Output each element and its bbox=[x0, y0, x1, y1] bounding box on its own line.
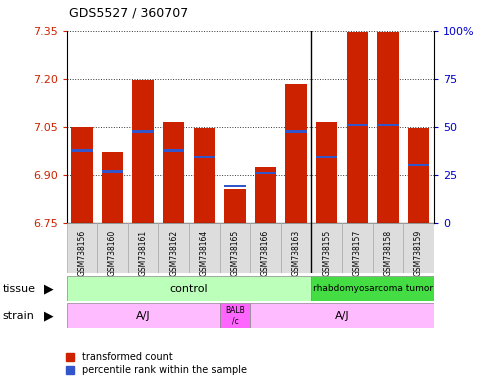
Text: A/J: A/J bbox=[136, 311, 150, 321]
Bar bbox=[347, 124, 368, 126]
Bar bbox=[408, 128, 429, 223]
Bar bbox=[316, 156, 337, 158]
Text: tissue: tissue bbox=[2, 284, 35, 294]
Text: GSM738156: GSM738156 bbox=[77, 230, 86, 276]
Legend: transformed count, percentile rank within the sample: transformed count, percentile rank withi… bbox=[67, 353, 247, 375]
Bar bbox=[377, 32, 399, 223]
FancyBboxPatch shape bbox=[281, 223, 312, 273]
Bar bbox=[377, 124, 399, 126]
FancyBboxPatch shape bbox=[158, 223, 189, 273]
Bar bbox=[255, 167, 276, 223]
FancyBboxPatch shape bbox=[128, 223, 158, 273]
Bar bbox=[71, 149, 93, 152]
FancyBboxPatch shape bbox=[67, 223, 97, 273]
Bar bbox=[408, 164, 429, 166]
FancyBboxPatch shape bbox=[219, 223, 250, 273]
Bar bbox=[316, 122, 337, 223]
Text: GSM738158: GSM738158 bbox=[384, 230, 392, 276]
Text: BALB
/c: BALB /c bbox=[225, 306, 245, 326]
FancyBboxPatch shape bbox=[312, 223, 342, 273]
Bar bbox=[285, 84, 307, 223]
Bar bbox=[132, 130, 154, 133]
Bar bbox=[224, 185, 246, 187]
Text: strain: strain bbox=[2, 311, 35, 321]
Bar bbox=[224, 189, 246, 223]
Text: ▶: ▶ bbox=[44, 310, 54, 322]
Bar bbox=[255, 172, 276, 174]
FancyBboxPatch shape bbox=[97, 223, 128, 273]
Bar bbox=[102, 170, 123, 173]
FancyBboxPatch shape bbox=[342, 223, 373, 273]
Bar bbox=[102, 152, 123, 223]
Text: GSM738157: GSM738157 bbox=[353, 230, 362, 276]
Text: control: control bbox=[170, 284, 209, 294]
Bar bbox=[163, 149, 184, 152]
Text: GSM738165: GSM738165 bbox=[230, 230, 240, 276]
Bar bbox=[194, 128, 215, 223]
FancyBboxPatch shape bbox=[250, 223, 281, 273]
Text: GDS5527 / 360707: GDS5527 / 360707 bbox=[69, 6, 188, 19]
Bar bbox=[219, 303, 250, 328]
Text: GSM738163: GSM738163 bbox=[291, 230, 301, 276]
Text: GSM738161: GSM738161 bbox=[139, 230, 147, 276]
Text: GSM738155: GSM738155 bbox=[322, 230, 331, 276]
Text: GSM738166: GSM738166 bbox=[261, 230, 270, 276]
Bar bbox=[67, 303, 219, 328]
Text: GSM738160: GSM738160 bbox=[108, 230, 117, 276]
FancyBboxPatch shape bbox=[403, 223, 434, 273]
Bar bbox=[132, 80, 154, 223]
Bar bbox=[71, 127, 93, 223]
Bar bbox=[163, 122, 184, 223]
Text: GSM738162: GSM738162 bbox=[169, 230, 178, 276]
Text: rhabdomyosarcoma tumor: rhabdomyosarcoma tumor bbox=[313, 285, 433, 293]
FancyBboxPatch shape bbox=[189, 223, 219, 273]
Text: GSM738159: GSM738159 bbox=[414, 230, 423, 276]
Bar bbox=[194, 156, 215, 158]
Bar bbox=[347, 32, 368, 223]
FancyBboxPatch shape bbox=[373, 223, 403, 273]
Bar bbox=[285, 130, 307, 133]
Text: GSM738164: GSM738164 bbox=[200, 230, 209, 276]
Bar bbox=[67, 276, 312, 301]
Bar bbox=[250, 303, 434, 328]
Bar bbox=[312, 276, 434, 301]
Text: A/J: A/J bbox=[335, 311, 350, 321]
Text: ▶: ▶ bbox=[44, 283, 54, 295]
